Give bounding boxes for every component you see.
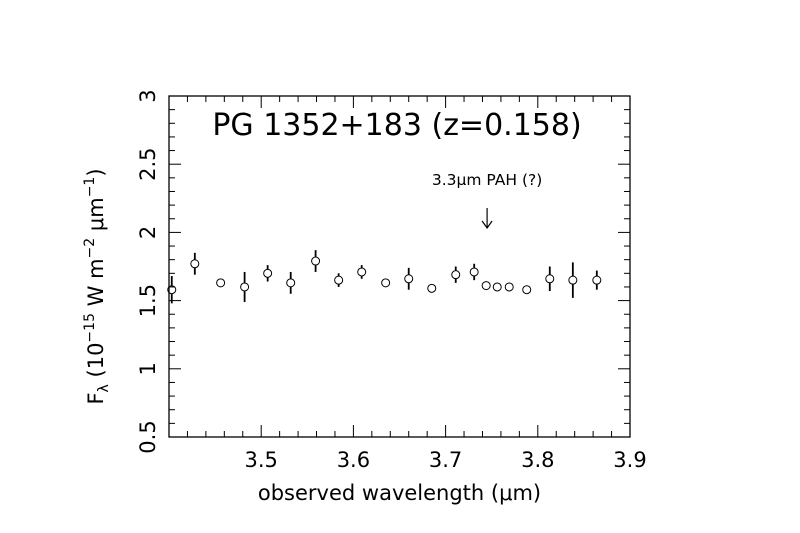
point-marker <box>522 285 532 295</box>
y-tick-label: 3 <box>136 89 160 102</box>
data-point <box>492 282 502 292</box>
data-point <box>263 265 273 282</box>
y-tick-labels: 0.5 1 1.5 2 2.5 3 <box>136 89 160 453</box>
point-marker <box>240 282 250 292</box>
x-tick-label: 3.9 <box>613 448 646 472</box>
y-label-sub: λ <box>96 384 112 392</box>
x-axis-label: observed wavelength (μm) <box>258 481 541 505</box>
y-label-exp1: −15 <box>82 313 98 343</box>
point-marker <box>492 282 502 292</box>
point-marker <box>427 283 437 293</box>
point-marker <box>481 281 491 291</box>
point-marker <box>216 278 226 288</box>
y-label-base: F <box>84 392 108 404</box>
data-point <box>522 285 532 295</box>
x-tick-labels: 3.5 3.6 3.7 3.8 3.9 <box>244 448 646 472</box>
annotation-arrow <box>481 208 493 230</box>
y-label-mid2: μm <box>84 197 108 238</box>
point-marker <box>469 267 479 277</box>
y-label-post: ) <box>84 168 108 176</box>
x-tick-label: 3.7 <box>429 448 462 472</box>
arrow-head <box>481 220 493 230</box>
y-tick-label: 1 <box>136 362 160 375</box>
data-point <box>451 266 461 283</box>
x-tick-label: 3.6 <box>337 448 370 472</box>
y-label-mid: W m <box>84 258 108 313</box>
y-label-pre: (10 <box>84 343 108 385</box>
data-points <box>167 250 602 304</box>
point-marker <box>592 275 602 285</box>
plot-frame <box>168 95 631 438</box>
data-point <box>334 273 344 287</box>
point-marker <box>357 267 367 277</box>
point-marker <box>286 278 296 288</box>
y-tick-label: 1.5 <box>136 284 160 317</box>
axis-ticks <box>168 95 631 438</box>
y-axis-label: Fλ (10−15 W m−2 μm−1) <box>82 168 112 404</box>
y-tick-label: 2 <box>136 226 160 239</box>
point-marker <box>167 285 177 295</box>
data-point <box>240 271 250 302</box>
data-point <box>568 262 578 298</box>
data-point <box>504 282 514 292</box>
data-point <box>357 265 367 279</box>
y-tick-label: 2.5 <box>136 147 160 180</box>
data-point <box>592 270 602 290</box>
data-point <box>311 250 321 272</box>
y-label-exp3: −1 <box>82 177 98 198</box>
data-point <box>427 283 437 293</box>
data-point <box>481 281 491 291</box>
x-tick-label: 3.5 <box>244 448 277 472</box>
point-marker <box>404 274 414 284</box>
data-point <box>216 278 226 288</box>
data-point <box>381 278 391 288</box>
data-point <box>404 267 414 290</box>
y-label-exp2: −2 <box>82 238 98 259</box>
x-tick-label: 3.8 <box>521 448 554 472</box>
point-marker <box>568 275 578 285</box>
data-point <box>469 263 479 281</box>
data-point <box>190 252 200 275</box>
data-point <box>545 266 555 292</box>
point-marker <box>381 278 391 288</box>
point-marker <box>334 275 344 285</box>
chart-title: PG 1352+183 (z=0.158) <box>212 108 581 143</box>
point-marker <box>263 268 273 278</box>
annotation-label: 3.3μm PAH (?) <box>432 171 542 189</box>
point-marker <box>504 282 514 292</box>
data-point <box>167 276 177 304</box>
data-point <box>286 271 296 294</box>
y-tick-label: 0.5 <box>136 420 160 453</box>
point-marker <box>311 256 321 266</box>
point-marker <box>545 274 555 284</box>
point-marker <box>190 259 200 269</box>
point-marker <box>451 270 461 280</box>
